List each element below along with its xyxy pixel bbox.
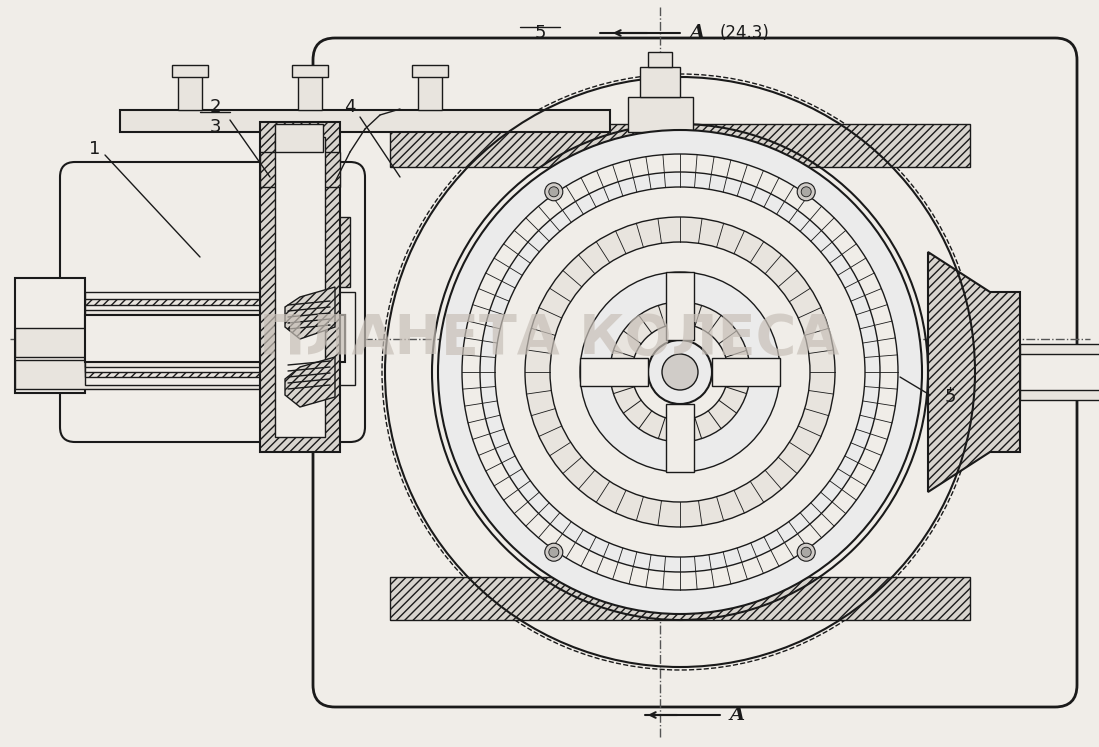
Bar bbox=[15, 328, 295, 357]
Bar bbox=[300, 217, 349, 287]
Text: A: A bbox=[690, 24, 706, 42]
Circle shape bbox=[801, 548, 811, 557]
Bar bbox=[648, 52, 671, 67]
Bar bbox=[260, 122, 340, 452]
Bar bbox=[120, 110, 610, 132]
Bar bbox=[173, 65, 208, 77]
Text: 3: 3 bbox=[209, 118, 221, 136]
Circle shape bbox=[545, 183, 563, 201]
Circle shape bbox=[495, 187, 865, 557]
Polygon shape bbox=[390, 577, 970, 620]
Bar bbox=[85, 310, 325, 367]
Polygon shape bbox=[712, 358, 780, 386]
Circle shape bbox=[610, 302, 750, 442]
Text: 4: 4 bbox=[344, 98, 356, 116]
Bar bbox=[292, 65, 328, 77]
Bar bbox=[85, 305, 325, 372]
Circle shape bbox=[548, 548, 558, 557]
Circle shape bbox=[632, 324, 728, 420]
Bar bbox=[85, 299, 325, 377]
Bar bbox=[412, 65, 448, 77]
Text: A: A bbox=[730, 706, 745, 724]
Bar bbox=[275, 137, 325, 437]
Circle shape bbox=[525, 217, 835, 527]
Bar bbox=[260, 152, 340, 187]
Polygon shape bbox=[928, 252, 1020, 492]
Bar bbox=[275, 124, 323, 152]
Bar bbox=[418, 70, 442, 110]
FancyBboxPatch shape bbox=[60, 162, 365, 442]
Circle shape bbox=[480, 172, 880, 572]
Bar bbox=[178, 70, 202, 110]
Circle shape bbox=[580, 272, 780, 472]
Bar bbox=[1020, 344, 1099, 400]
Bar bbox=[15, 360, 295, 389]
Bar bbox=[15, 278, 85, 393]
Bar bbox=[300, 297, 349, 367]
Circle shape bbox=[550, 242, 810, 502]
Text: 2: 2 bbox=[209, 98, 221, 116]
Polygon shape bbox=[285, 287, 335, 339]
Circle shape bbox=[462, 154, 898, 590]
Text: 5: 5 bbox=[944, 388, 956, 406]
Polygon shape bbox=[666, 404, 693, 472]
Circle shape bbox=[797, 183, 815, 201]
Circle shape bbox=[797, 543, 815, 561]
Bar bbox=[85, 315, 345, 362]
Polygon shape bbox=[390, 124, 970, 167]
Bar bbox=[640, 67, 680, 97]
Text: 5: 5 bbox=[534, 24, 546, 42]
Polygon shape bbox=[285, 357, 335, 407]
Bar bbox=[298, 70, 322, 110]
Text: (24.3): (24.3) bbox=[720, 24, 770, 42]
Polygon shape bbox=[580, 358, 648, 386]
Text: 1: 1 bbox=[89, 140, 101, 158]
FancyBboxPatch shape bbox=[313, 38, 1077, 707]
Bar bbox=[628, 97, 693, 132]
Circle shape bbox=[439, 130, 922, 614]
Polygon shape bbox=[666, 272, 693, 340]
Text: ПЛАНЕТА КОЛЕСА: ПЛАНЕТА КОЛЕСА bbox=[258, 312, 840, 366]
Bar bbox=[1020, 354, 1099, 390]
Circle shape bbox=[648, 340, 712, 404]
Bar bbox=[85, 292, 355, 385]
Circle shape bbox=[548, 187, 558, 196]
Circle shape bbox=[662, 354, 698, 390]
Circle shape bbox=[801, 187, 811, 196]
Circle shape bbox=[545, 543, 563, 561]
